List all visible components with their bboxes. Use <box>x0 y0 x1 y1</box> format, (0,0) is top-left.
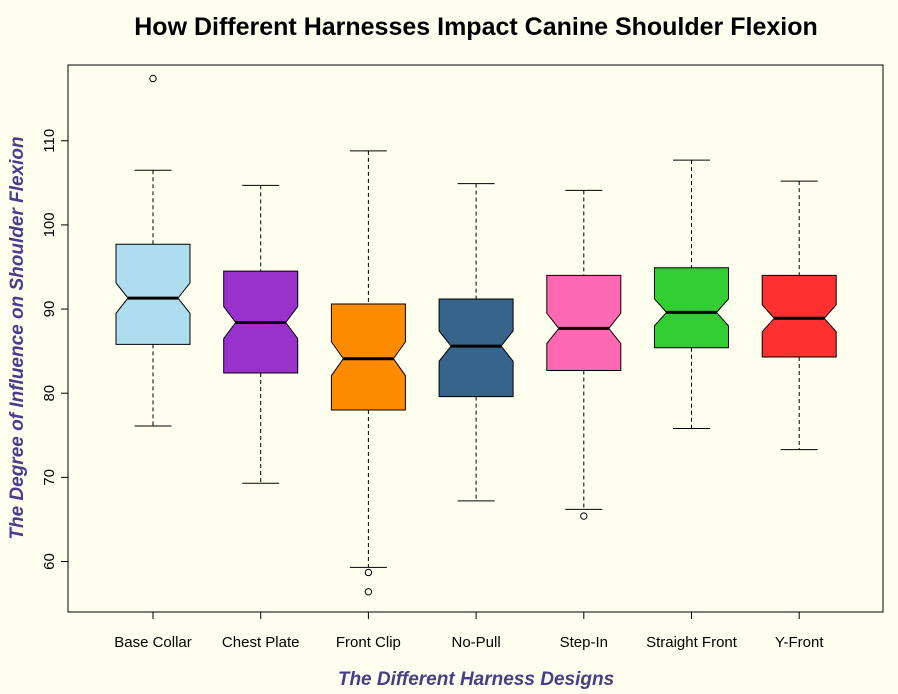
y-axis: 60 70 80 90 100 110 <box>41 129 69 570</box>
box-body <box>761 274 837 358</box>
box-body <box>438 298 514 398</box>
box-series <box>115 74 837 596</box>
x-axis: Base Collar Chest Plate Front Clip No-Pull S… <box>114 611 824 651</box>
x-tick-label: Base Collar <box>114 634 192 651</box>
y-tick-label: 90 <box>41 301 58 318</box>
outlier-point <box>364 568 373 577</box>
box-step-in <box>546 189 622 520</box>
x-tick-label: No-Pull <box>452 634 501 651</box>
box-y-front <box>761 180 837 451</box>
x-tick-label: Y-Front <box>775 634 824 651</box>
x-axis-title: The Different Harness Designs <box>338 669 614 690</box>
x-tick-label: Chest Plate <box>222 634 300 651</box>
x-tick-label: Step-In <box>560 634 608 651</box>
y-tick-label: 100 <box>41 212 58 237</box>
y-tick-label: 60 <box>41 553 58 570</box>
y-tick-label: 110 <box>41 129 58 153</box>
box-chest-plate <box>223 184 299 484</box>
chart-title: How Different Harnesses Impact Canine Sh… <box>134 13 817 41</box>
box-body <box>546 274 622 371</box>
y-tick-label: 70 <box>41 469 58 486</box>
x-tick-label: Front Clip <box>336 634 401 651</box>
box-body <box>115 243 191 345</box>
y-tick-label: 80 <box>41 385 58 402</box>
box-body <box>330 303 406 411</box>
outlier-point <box>364 588 373 596</box>
box-no-pull <box>438 183 514 502</box>
box-straight-front <box>654 159 729 430</box>
box-body <box>654 267 729 349</box>
x-tick-label: Straight Front <box>646 634 738 651</box>
box-base-collar <box>115 74 191 427</box>
box-front-clip <box>330 150 406 596</box>
outlier-point <box>580 512 588 520</box>
outlier-point <box>149 74 157 83</box>
y-axis-title: The Degree of Influence on Shoulder Flex… <box>7 136 28 539</box>
